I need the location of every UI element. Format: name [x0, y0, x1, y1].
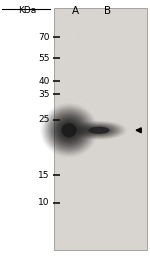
- Text: 55: 55: [38, 54, 50, 62]
- Ellipse shape: [56, 118, 82, 143]
- Bar: [54, 8, 147, 250]
- Ellipse shape: [51, 114, 87, 147]
- Text: KDa: KDa: [18, 6, 36, 15]
- Ellipse shape: [59, 121, 79, 140]
- Ellipse shape: [76, 122, 122, 138]
- Ellipse shape: [82, 125, 116, 136]
- Ellipse shape: [86, 126, 112, 135]
- Ellipse shape: [49, 111, 89, 149]
- Ellipse shape: [45, 107, 93, 153]
- Ellipse shape: [54, 116, 84, 145]
- Text: B: B: [104, 6, 112, 17]
- Ellipse shape: [85, 125, 113, 135]
- FancyArrowPatch shape: [137, 128, 141, 133]
- Ellipse shape: [61, 123, 76, 137]
- Ellipse shape: [46, 108, 92, 152]
- Ellipse shape: [75, 122, 123, 139]
- Text: A: A: [71, 6, 79, 17]
- Text: 10: 10: [38, 198, 50, 207]
- Text: 35: 35: [38, 90, 50, 99]
- Ellipse shape: [52, 115, 86, 146]
- Ellipse shape: [48, 110, 90, 150]
- Ellipse shape: [88, 127, 110, 134]
- Ellipse shape: [55, 117, 83, 144]
- Text: 25: 25: [38, 116, 50, 124]
- Ellipse shape: [80, 124, 118, 137]
- Ellipse shape: [50, 112, 88, 148]
- Ellipse shape: [87, 126, 111, 134]
- Ellipse shape: [83, 125, 115, 136]
- Text: 40: 40: [38, 77, 50, 86]
- Ellipse shape: [47, 109, 91, 151]
- Ellipse shape: [78, 123, 120, 137]
- Text: 70: 70: [38, 33, 50, 42]
- Ellipse shape: [57, 119, 81, 142]
- Ellipse shape: [88, 127, 110, 134]
- Ellipse shape: [44, 106, 94, 154]
- Text: 15: 15: [38, 171, 50, 180]
- Ellipse shape: [60, 122, 78, 139]
- Ellipse shape: [42, 105, 96, 156]
- Ellipse shape: [58, 120, 80, 141]
- Ellipse shape: [81, 124, 117, 136]
- Ellipse shape: [61, 123, 76, 137]
- Ellipse shape: [77, 123, 121, 138]
